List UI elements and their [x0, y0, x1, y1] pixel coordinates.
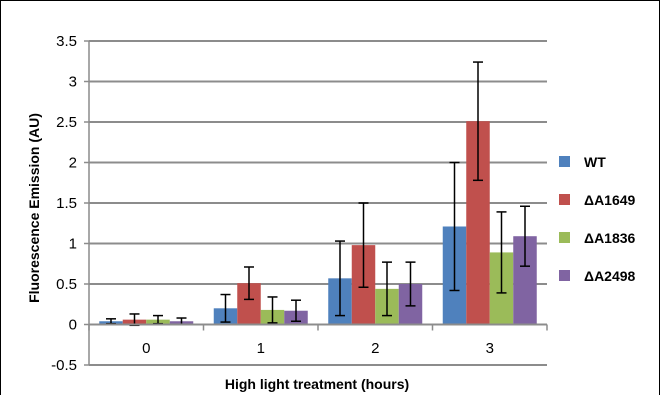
bar: [237, 283, 261, 325]
axes: [84, 40, 548, 366]
y-tick-label: 2: [69, 155, 77, 172]
y-tick-label: 1.5: [56, 195, 77, 212]
y-tick-label: 3.5: [56, 33, 77, 50]
legend-item: ΔA1649: [559, 192, 636, 208]
x-axis-title: High light treatment (hours): [225, 376, 409, 392]
legend-label: WT: [584, 154, 606, 170]
y-tick-label: 2.5: [56, 114, 77, 131]
bar: [513, 236, 537, 325]
y-axis-title: Fluorescence Emission (AU): [26, 113, 42, 303]
y-tick-label: 1: [69, 236, 77, 253]
x-tick-labels: 0 1 2 3: [142, 340, 494, 357]
x-tick-label: 1: [257, 340, 265, 357]
y-tick-label: -0.5: [51, 357, 77, 374]
gridlines: [89, 40, 547, 366]
legend-swatch: [559, 194, 570, 205]
x-tick-label: 0: [142, 340, 150, 357]
y-tick-label: 3: [69, 74, 77, 91]
bar: [466, 121, 490, 325]
legend-label: ΔA1836: [584, 230, 636, 246]
legend-swatch: [559, 232, 570, 243]
legend-swatch: [559, 270, 570, 281]
y-tick-label: 0.5: [56, 276, 77, 293]
legend-item: ΔA1836: [559, 230, 636, 246]
legend-label: ΔA1649: [584, 192, 636, 208]
x-tick-label: 2: [371, 340, 379, 357]
y-tick-label: 0: [69, 317, 77, 334]
legend-swatch: [559, 156, 570, 167]
legend-label: ΔA2498: [584, 268, 636, 284]
legend-item: ΔA2498: [559, 268, 636, 284]
x-tick-label: 3: [486, 340, 494, 357]
bars: [99, 121, 537, 325]
y-tick-labels: -0.5 0 0.5 1 1.5 2 2.5 3 3.5: [51, 33, 77, 374]
legend-item: WT: [559, 154, 606, 170]
legend: WT ΔA1649 ΔA1836 ΔA2498: [559, 154, 636, 284]
